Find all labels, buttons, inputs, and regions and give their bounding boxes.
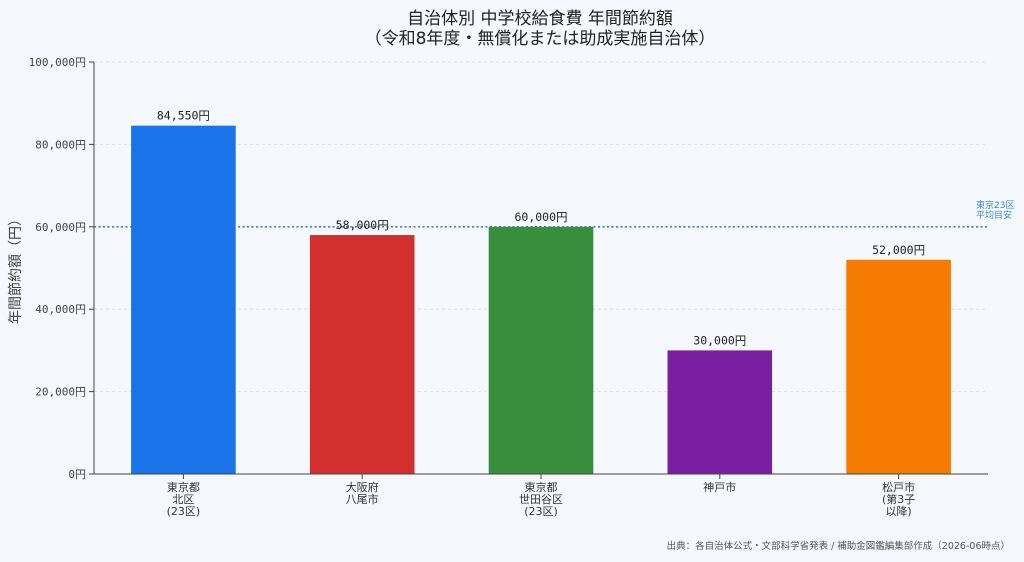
bar-value-label: 60,000円 bbox=[514, 210, 567, 224]
labels: 自治体別 中学校給食費 年間節約額（令和8年度・無償化または助成実施自治体） 年間… bbox=[7, 9, 1014, 552]
x-category-label: 大阪府 bbox=[346, 480, 379, 494]
chart-title-line: （令和8年度・無償化または助成実施自治体） bbox=[365, 29, 716, 49]
x-category-label: 八尾市 bbox=[346, 492, 379, 506]
bar bbox=[131, 125, 236, 475]
bar bbox=[488, 226, 594, 474]
source-note: 出典：各自治体公式・文部科学省発表 / 補助金図鑑編集部作成（2026-06時点… bbox=[667, 540, 1010, 552]
y-tick-label: 40,000円 bbox=[35, 303, 86, 316]
x-category-label: 世田谷区 bbox=[519, 493, 563, 506]
x-category-label: 東京都 bbox=[167, 480, 200, 494]
bar bbox=[309, 235, 415, 474]
bar-value-label: 52,000円 bbox=[872, 243, 925, 257]
y-tick-label: 20,000円 bbox=[35, 386, 86, 399]
x-category-label: 以降) bbox=[885, 504, 911, 518]
bar-value-label: 84,550円 bbox=[157, 109, 210, 123]
x-category-label: 北区 bbox=[172, 493, 194, 506]
bar bbox=[667, 350, 773, 474]
bar bbox=[846, 259, 951, 474]
x-category-label: 松戸市 bbox=[882, 480, 915, 494]
x-category-label: (23区) bbox=[167, 505, 201, 518]
x-category-label: 東京都 bbox=[525, 480, 558, 494]
x-category-label: 神戸市 bbox=[703, 480, 736, 494]
reference-line-label: 平均目安 bbox=[976, 209, 1012, 221]
chart-title-line: 自治体別 中学校給食費 年間節約額 bbox=[407, 9, 673, 29]
y-axis-label: 年間節約額（円） bbox=[7, 212, 24, 324]
axes bbox=[89, 61, 988, 479]
y-tick-label: 0円 bbox=[68, 468, 86, 481]
y-tick-label: 80,000円 bbox=[35, 138, 86, 151]
x-category-label: (第3子 bbox=[882, 492, 915, 506]
reference-line-label: 東京23区 bbox=[976, 199, 1014, 211]
bar-value-label: 30,000円 bbox=[693, 333, 746, 347]
x-category-label: (23区) bbox=[524, 505, 558, 518]
y-tick-label: 60,000円 bbox=[35, 221, 86, 234]
y-tick-label: 100,000円 bbox=[29, 56, 86, 69]
bar-value-label: 58,000円 bbox=[336, 218, 389, 232]
bars bbox=[131, 125, 951, 475]
